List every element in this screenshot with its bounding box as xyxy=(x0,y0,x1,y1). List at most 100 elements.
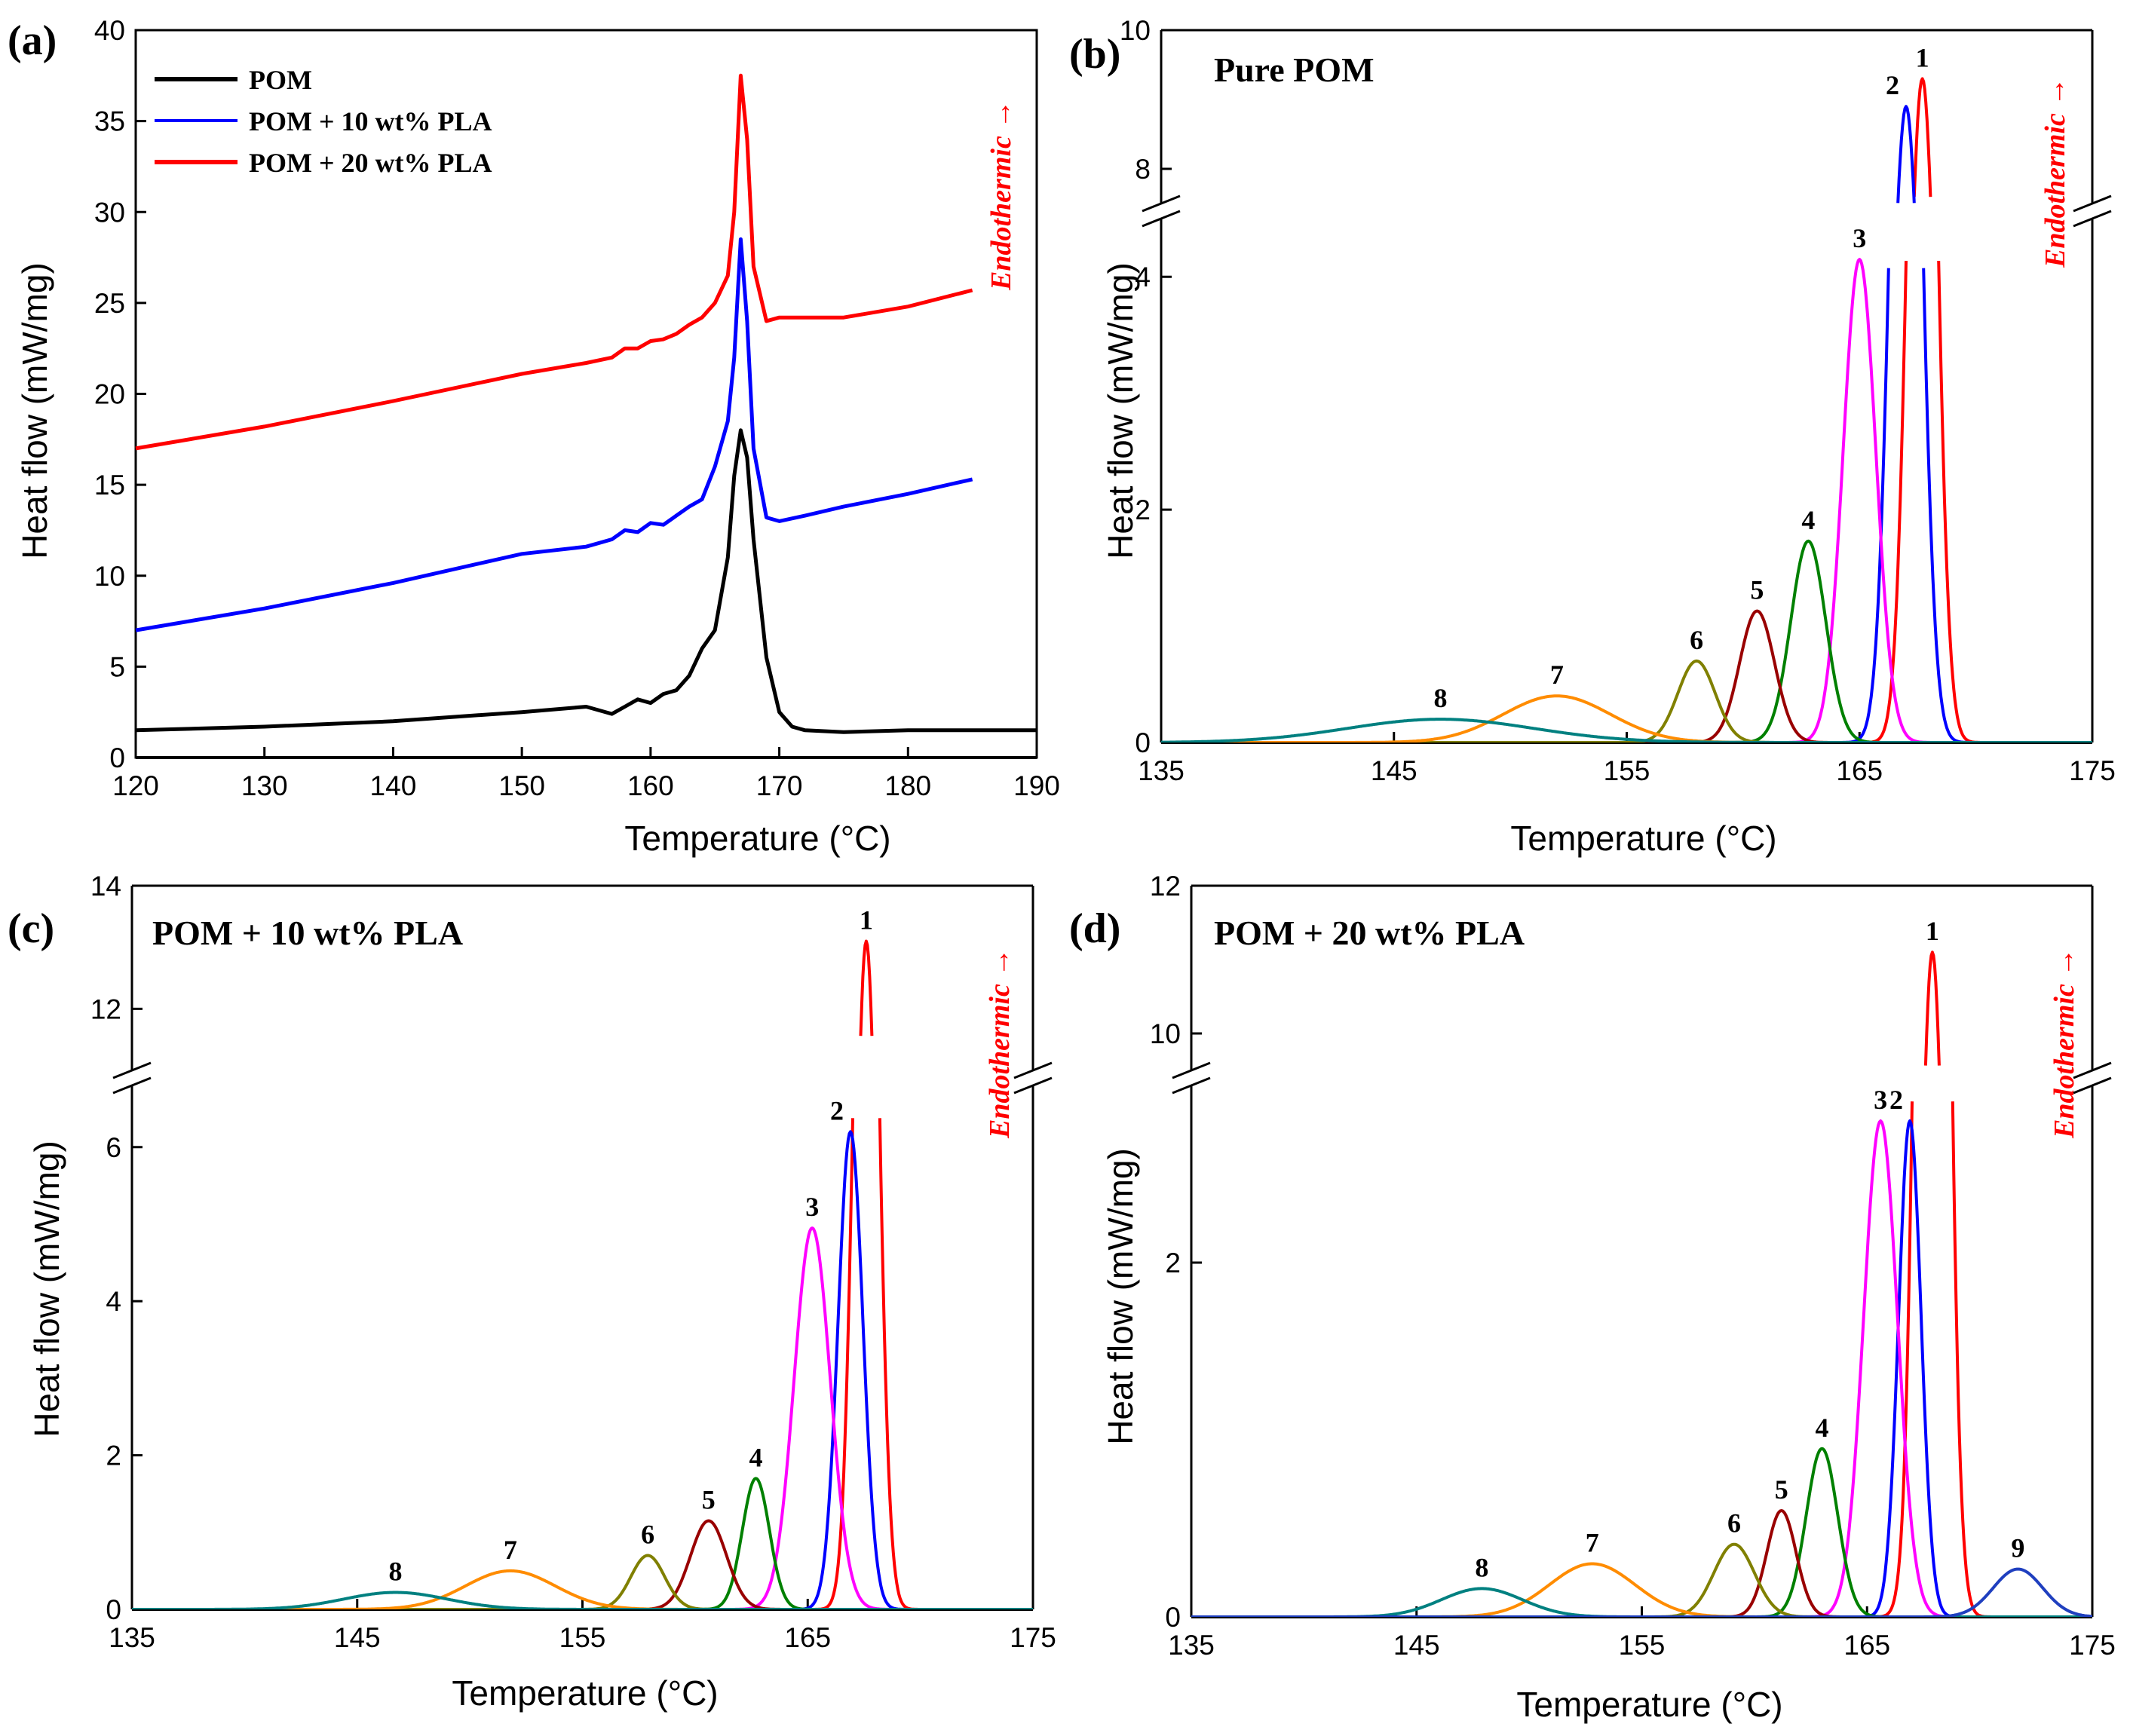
x-tick-label: 175 xyxy=(2069,755,2116,786)
ylabel-a: Heat flow (mW/mg) xyxy=(15,262,54,559)
x-tick-label: 165 xyxy=(784,1622,831,1653)
y-tick-label: 0 xyxy=(109,742,125,773)
x-tick-label: 165 xyxy=(1836,755,1883,786)
y-tick-label: 4 xyxy=(1135,262,1151,292)
x-tick-label: 140 xyxy=(370,770,417,801)
peak-label-6: 6 xyxy=(1727,1508,1741,1539)
legend-a: POM POM + 10 wt% PLA POM + 20 wt% PLA xyxy=(155,65,492,178)
peak-label-2: 2 xyxy=(1889,1085,1903,1115)
x-tick-label: 155 xyxy=(1604,755,1650,786)
y-tick-label: 5 xyxy=(109,651,125,682)
y-tick-label: 40 xyxy=(94,15,125,46)
x-tick-label: 145 xyxy=(334,1622,381,1653)
panel-label-c: (c) xyxy=(8,905,54,952)
x-tick-label: 130 xyxy=(241,770,288,801)
panel-label-d: (d) xyxy=(1069,905,1120,952)
plot-layer: 120 130 140 150 160 170 180 1900510152025303540… xyxy=(90,15,2116,1661)
series-line xyxy=(135,237,973,632)
peak-curve-7 xyxy=(1191,1562,2092,1617)
peak-label-4: 4 xyxy=(749,1442,763,1472)
peak-label-5: 5 xyxy=(1750,574,1764,605)
endothermic-label-d: Endothermic → xyxy=(2049,948,2080,1139)
axis-break-mark xyxy=(112,1076,152,1095)
peak-label-1: 1 xyxy=(860,905,873,935)
y-tick-label: 8 xyxy=(1135,154,1151,185)
series-line xyxy=(135,428,1037,734)
y-tick-label: 14 xyxy=(90,871,121,902)
peak-label-7: 7 xyxy=(504,1535,517,1565)
y-tick-label: 2 xyxy=(106,1441,121,1471)
x-tick-label: 145 xyxy=(1371,755,1417,786)
axis-break-mark xyxy=(1013,1061,1053,1079)
peak-label-2: 2 xyxy=(830,1095,844,1125)
peak-label-2: 2 xyxy=(1886,70,1899,100)
axis-break-mark xyxy=(2073,194,2112,213)
peak-curve-2 xyxy=(132,1130,1033,1609)
peak-label-7: 7 xyxy=(1550,660,1564,690)
peak-label-1: 1 xyxy=(1916,42,1929,72)
y-tick-label: 2 xyxy=(1135,494,1151,525)
y-tick-label: 10 xyxy=(1120,15,1151,46)
peak-label-4: 4 xyxy=(1801,505,1815,535)
x-tick-label: 120 xyxy=(112,770,159,801)
x-tick-label: 180 xyxy=(884,770,931,801)
y-tick-label: 0 xyxy=(1135,727,1151,758)
x-tick-label: 150 xyxy=(498,770,545,801)
y-tick-label: 25 xyxy=(94,288,125,319)
peak-label-8: 8 xyxy=(1475,1552,1488,1582)
legend-text-pom20: POM + 20 wt% PLA xyxy=(249,148,492,178)
peak-curve-7 xyxy=(1161,694,2092,742)
axis-break-mark xyxy=(2073,210,2112,228)
series-group xyxy=(132,939,1033,1609)
x-tick-label: 175 xyxy=(2069,1630,2116,1661)
x-tick-label: 135 xyxy=(1168,1630,1215,1661)
endothermic-label-c: Endothermic → xyxy=(984,948,1016,1139)
y-tick-label: 0 xyxy=(106,1594,121,1625)
y-tick-label: 20 xyxy=(94,379,125,410)
peak-curve-8 xyxy=(132,1591,1033,1609)
peak-curve-2 xyxy=(1191,1119,2092,1617)
peak-curve-1 xyxy=(1191,951,2092,1617)
xlabel-b: Temperature (°C) xyxy=(1510,819,1776,858)
ylabel-d: Heat flow (mW/mg) xyxy=(1101,1148,1140,1445)
axis-break-mark xyxy=(2073,1061,2112,1079)
panel-a: 120 130 140 150 160 170 180 190 0 5 10 15 20 25 30 35 40 xyxy=(94,15,1060,801)
y-tick-label: 0 xyxy=(1165,1602,1181,1633)
panel-title-d: POM + 20 wt% PLA xyxy=(1214,914,1525,952)
peak-curve-8 xyxy=(1161,718,2092,742)
peak-curve-6 xyxy=(1161,659,2092,742)
y-tick-label: 15 xyxy=(94,470,125,501)
xlabel-a: Temperature (°C) xyxy=(624,819,890,858)
peak-label-5: 5 xyxy=(702,1484,716,1514)
axis-break-mark xyxy=(1172,1061,1211,1079)
axis-break-mark xyxy=(1013,1076,1053,1095)
peak-label-3: 3 xyxy=(805,1192,819,1222)
panel-label-b: (b) xyxy=(1069,31,1120,78)
peak-curve-1 xyxy=(1161,77,2092,742)
peak-label-3: 3 xyxy=(1853,223,1866,253)
peak-curve-7 xyxy=(132,1569,1033,1609)
y-tick-label: 10 xyxy=(94,561,125,592)
ylabel-c: Heat flow (mW/mg) xyxy=(27,1140,66,1437)
series-group xyxy=(1191,951,2092,1617)
y-tick-label: 6 xyxy=(106,1132,121,1163)
peak-label-6: 6 xyxy=(641,1519,654,1549)
axis-break-mark xyxy=(1142,210,1181,228)
peak-curve-9 xyxy=(1191,1567,2092,1617)
y-tick-label: 30 xyxy=(94,197,125,228)
x-tick-label: 160 xyxy=(627,770,674,801)
y-tick-label: 2 xyxy=(1165,1248,1181,1278)
x-tick-label: 190 xyxy=(1013,770,1060,801)
series-line xyxy=(135,73,973,451)
peak-label-6: 6 xyxy=(1690,625,1703,655)
peak-label-3: 3 xyxy=(1874,1085,1887,1115)
panel-title-b: Pure POM xyxy=(1214,51,1374,89)
endothermic-label-b: Endothermic → xyxy=(2040,78,2071,268)
x-tick-label: 170 xyxy=(756,770,803,801)
xlabel-d: Temperature (°C) xyxy=(1516,1685,1782,1724)
peak-label-4: 4 xyxy=(1816,1413,1829,1443)
x-tick-label: 145 xyxy=(1393,1630,1440,1661)
